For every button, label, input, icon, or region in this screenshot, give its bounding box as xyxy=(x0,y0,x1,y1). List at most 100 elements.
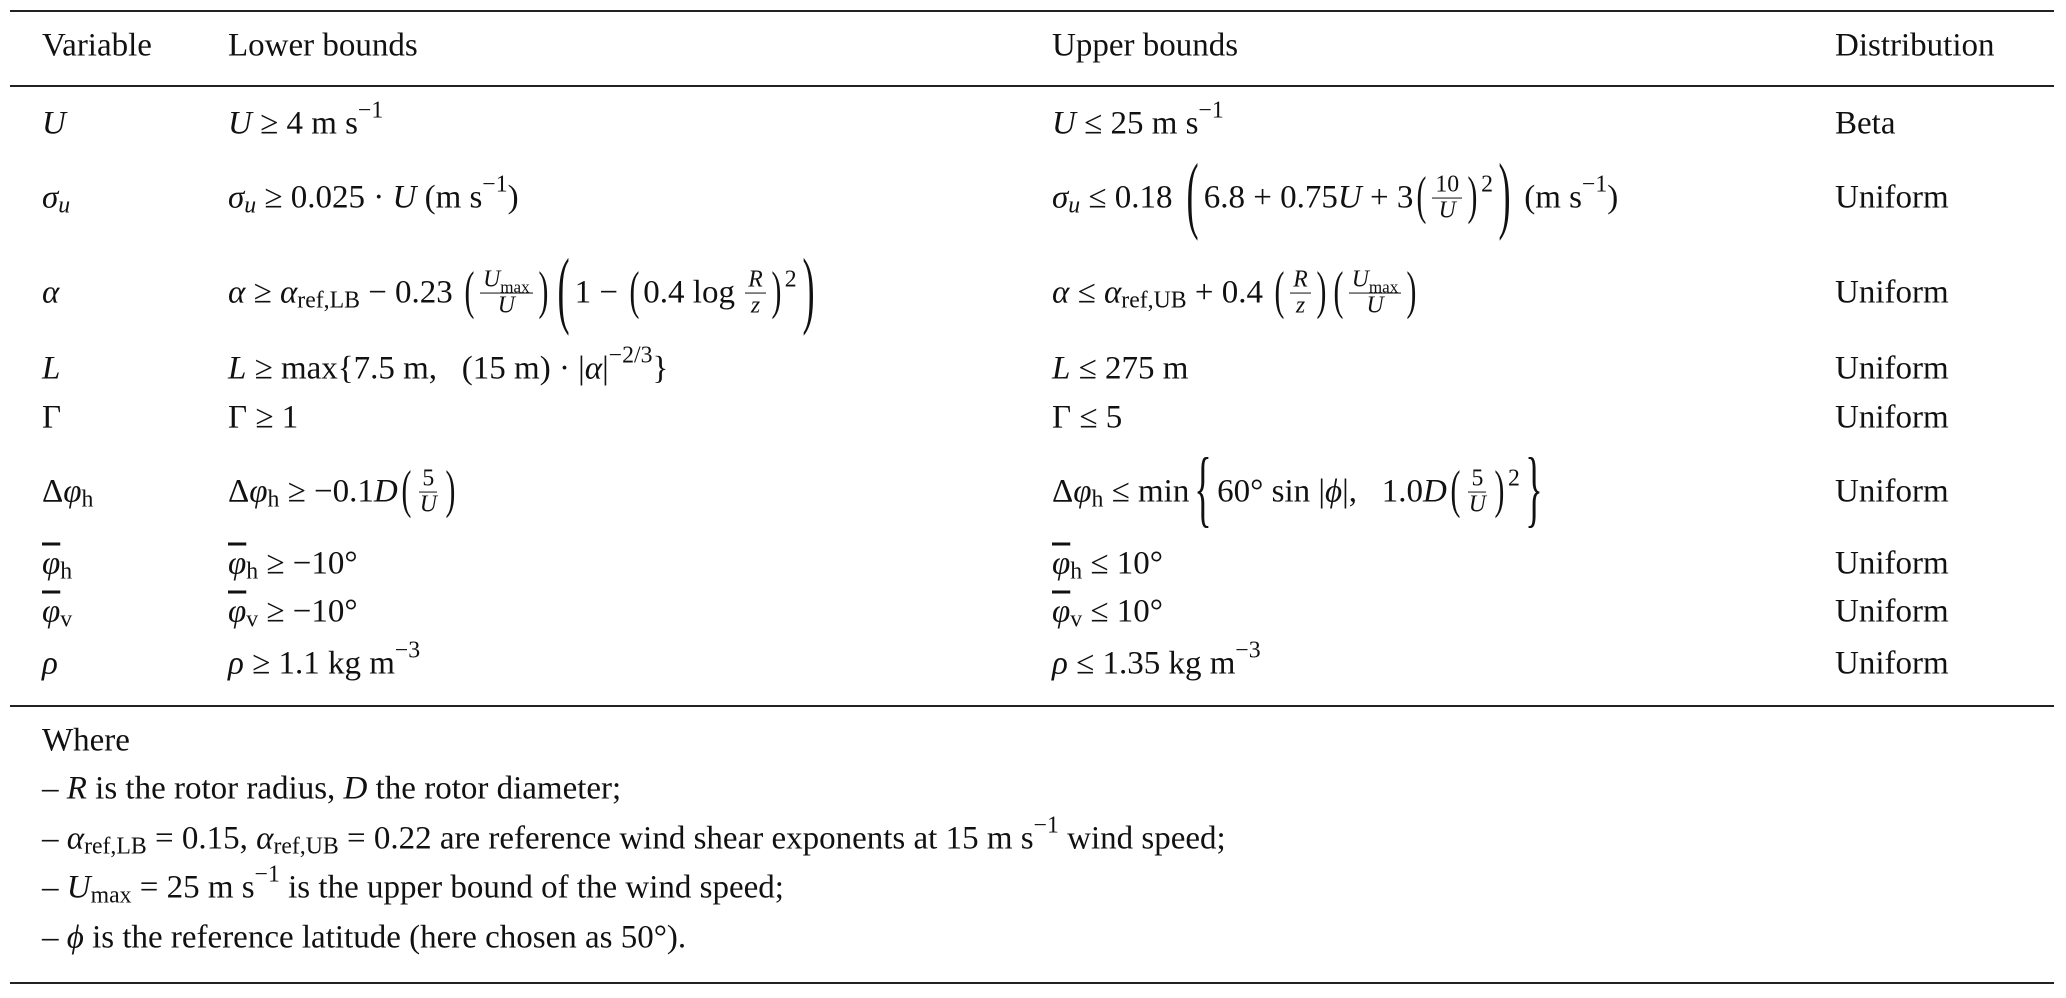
math-symbol-mean: φ xyxy=(228,545,247,582)
math-text: ≤ xyxy=(1069,274,1104,311)
math-symbol: ρ xyxy=(1052,645,1068,682)
fraction-denominator: z xyxy=(1293,293,1308,319)
math-subscript: max xyxy=(90,882,132,909)
math-text: − 0.23 xyxy=(359,274,462,311)
math-symbol: L xyxy=(1052,350,1071,387)
math-symbol: U xyxy=(419,491,437,518)
distribution-cell: Uniform xyxy=(1835,473,1949,510)
math-symbol: α xyxy=(1052,274,1070,311)
upper-bound-cell: L ≤ 275 m xyxy=(1052,351,1188,388)
math-text: ≥ xyxy=(245,274,280,311)
math-symbol: U xyxy=(1468,491,1486,518)
math-symbol: ϕ xyxy=(66,919,84,956)
math-symbol: U xyxy=(1052,105,1076,142)
close-bracket: ) xyxy=(771,263,782,321)
close-bracket: ) xyxy=(1494,462,1505,520)
fraction-numerator: R xyxy=(1290,267,1311,294)
fraction-denominator: U xyxy=(495,293,518,319)
math-text: + 3 xyxy=(1361,179,1414,216)
math-symbol-mean: φ xyxy=(1052,545,1071,582)
header-variable: Variable xyxy=(42,27,152,64)
fraction-numerator: Umax xyxy=(480,267,533,296)
open-bracket: ( xyxy=(629,263,640,321)
open-bracket: ( xyxy=(1274,263,1285,321)
math-text: 5 xyxy=(1471,465,1484,492)
close-bracket: ) xyxy=(1467,168,1478,226)
math-text: Δ xyxy=(42,473,64,510)
math-symbol: U xyxy=(66,869,91,906)
math-text: is the rotor radius, xyxy=(86,770,344,807)
math-subscript: v xyxy=(1070,606,1083,633)
math-fraction: 10 U xyxy=(1432,172,1463,224)
math-text: Where xyxy=(42,722,130,759)
math-text: |, 1.0 xyxy=(1342,473,1423,510)
math-text: | xyxy=(602,350,609,387)
fraction-numerator: 10 xyxy=(1432,172,1463,199)
math-symbol: α xyxy=(228,274,246,311)
math-text: Δ xyxy=(1052,473,1074,510)
distribution-cell: Uniform xyxy=(1835,593,1949,630)
math-text: – xyxy=(42,919,67,956)
math-symbol: L xyxy=(42,350,61,387)
close-bracket: } xyxy=(1525,443,1543,538)
math-symbol: R xyxy=(748,266,763,293)
math-subscript: v xyxy=(246,606,259,633)
math-symbol: U xyxy=(392,179,417,216)
math-subscript: ref,LB xyxy=(297,287,360,314)
math-text: (m s xyxy=(416,179,483,216)
math-text: ≤ 275 m xyxy=(1070,350,1189,387)
close-bracket: ) xyxy=(802,244,815,339)
math-text: (m s xyxy=(1516,179,1582,216)
header-distribution: Distribution xyxy=(1835,27,1995,64)
math-superscript: 2 xyxy=(1481,171,1493,198)
math-subscript: h xyxy=(267,486,280,513)
upper-bound-cell: Γ ≤ 5 xyxy=(1052,400,1122,437)
math-superscript: −1 xyxy=(482,171,508,198)
lower-bound-cell: ρ ≥ 1.1 kg m −3 xyxy=(228,637,420,683)
math-text: 1 − xyxy=(574,274,627,311)
fraction-denominator: U xyxy=(1363,292,1386,319)
fraction-numerator: 5 xyxy=(1468,465,1487,493)
math-symbol: D xyxy=(373,473,398,510)
math-subscript: u xyxy=(244,192,257,219)
math-symbol: L xyxy=(228,350,247,387)
math-symbol: α xyxy=(279,274,298,311)
math-subscript: v xyxy=(60,606,73,633)
math-symbol: σ xyxy=(1052,179,1069,216)
note-line: – ϕ is the reference latitude (here chos… xyxy=(42,920,686,957)
fraction-numerator: 5 xyxy=(419,465,438,493)
math-text: + 0.4 xyxy=(1186,274,1272,311)
note-line: Where xyxy=(42,723,130,760)
math-symbol: U xyxy=(1337,179,1362,216)
math-superscript: −3 xyxy=(1235,637,1261,664)
math-bracket-group: (5 U) xyxy=(398,465,459,518)
math-symbol: D xyxy=(343,770,368,807)
math-symbol: α xyxy=(584,350,603,387)
math-text: 5 xyxy=(422,465,435,492)
fraction-denominator: U xyxy=(1466,491,1489,518)
math-symbol: U xyxy=(1366,292,1384,319)
header-lower-bounds: Lower bounds xyxy=(228,27,418,64)
math-fraction: Umax U xyxy=(480,267,533,319)
math-superscript: −2/3 xyxy=(608,342,653,369)
math-subscript: ref,UB xyxy=(273,833,339,860)
math-symbol: U xyxy=(228,105,252,142)
distribution-cell: Uniform xyxy=(1835,274,1949,311)
variable-cell: L xyxy=(42,351,60,388)
fraction-denominator: U xyxy=(417,491,440,518)
math-text: ≥ 1.1 kg m xyxy=(243,645,395,682)
math-fraction: Umax U xyxy=(1348,267,1402,319)
distribution-cell: Uniform xyxy=(1835,545,1949,582)
note-line: – R is the rotor radius, D the rotor dia… xyxy=(42,771,621,808)
variable-cell: α xyxy=(42,275,59,312)
math-text: – xyxy=(42,869,67,906)
close-bracket: ) xyxy=(1406,263,1417,321)
math-symbol-mean: φ xyxy=(42,545,61,582)
math-text: – xyxy=(42,770,67,807)
